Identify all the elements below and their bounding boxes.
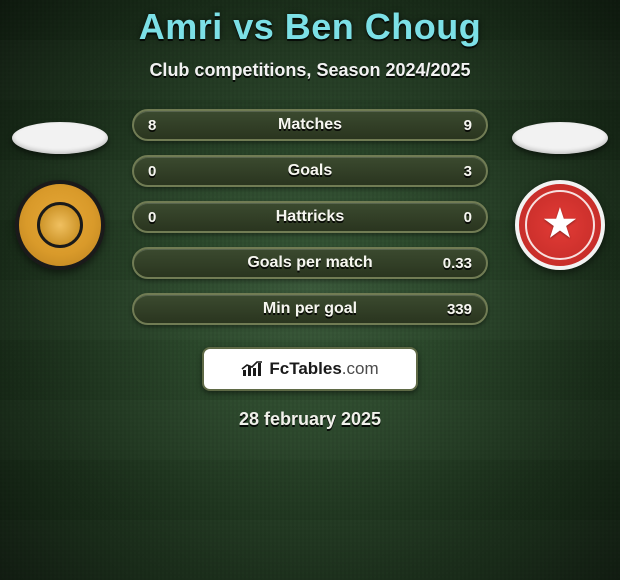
date-text: 28 february 2025 — [0, 409, 620, 430]
page-subtitle: Club competitions, Season 2024/2025 — [0, 60, 620, 81]
stat-left-value: 0 — [148, 157, 156, 185]
stat-right-value: 3 — [464, 157, 472, 185]
brand-name: FcTables — [269, 359, 341, 378]
stat-right-value: 0 — [464, 203, 472, 231]
stat-right-value: 9 — [464, 111, 472, 139]
brand-text: FcTables.com — [269, 359, 378, 379]
stat-label: Min per goal — [134, 300, 486, 318]
stat-row: Goals per match 0.33 — [132, 247, 488, 279]
stat-row: 0 Goals 3 — [132, 155, 488, 187]
chart-icon — [241, 360, 263, 378]
brand-badge: FcTables.com — [202, 347, 418, 391]
page-title: Amri vs Ben Choug — [0, 6, 620, 48]
stat-right-value: 0.33 — [443, 249, 472, 277]
stats-list: 8 Matches 9 0 Goals 3 0 Hattricks 0 Goal… — [132, 109, 488, 325]
stat-row: Min per goal 339 — [132, 293, 488, 325]
main-content: Amri vs Ben Choug Club competitions, Sea… — [0, 0, 620, 430]
stat-row: 0 Hattricks 0 — [132, 201, 488, 233]
stat-left-value: 0 — [148, 203, 156, 231]
brand-domain: .com — [342, 359, 379, 378]
stat-right-value: 339 — [447, 295, 472, 323]
stat-label: Hattricks — [134, 208, 486, 226]
stat-label: Goals — [134, 162, 486, 180]
stat-label: Matches — [134, 116, 486, 134]
stat-row: 8 Matches 9 — [132, 109, 488, 141]
stat-label: Goals per match — [134, 254, 486, 272]
stat-left-value: 8 — [148, 111, 156, 139]
